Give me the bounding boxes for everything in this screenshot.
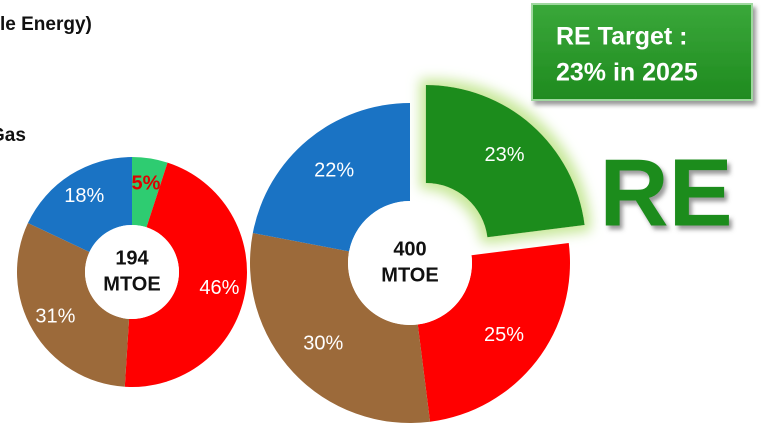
segment-label: 23% xyxy=(485,144,525,166)
segment-label: 31% xyxy=(35,306,75,328)
donut-segment xyxy=(16,223,130,387)
segment-label: 25% xyxy=(484,324,524,346)
segment-label: 30% xyxy=(303,333,343,355)
donut-segment xyxy=(132,157,168,228)
donut-segment xyxy=(124,162,248,387)
segment-label: 46% xyxy=(199,277,239,299)
donut-chart: 23% 25% 30% 22% 400 MTOE xyxy=(250,84,585,423)
center-label: 194 xyxy=(115,247,149,269)
segment-label: 22% xyxy=(314,160,354,182)
donut-chart: 5% 46% 31% 18% 194 MTOE xyxy=(16,157,248,387)
donut-segment xyxy=(250,233,431,423)
charts: 5% 46% 31% 18% 194 MTOE 23% 25% 30% 22% 400 MTOE xyxy=(16,84,585,423)
callout-box xyxy=(531,3,753,101)
segment-label: 18% xyxy=(64,185,104,207)
donut-segment xyxy=(417,242,570,422)
donut-segment xyxy=(252,103,410,252)
callout-line: RE Target : xyxy=(556,23,688,51)
legend-fragment: Gas xyxy=(0,125,26,146)
donut-hole xyxy=(85,225,179,319)
segment-label: 5% xyxy=(131,172,160,194)
center-label: 400 xyxy=(393,238,426,260)
donut-segment xyxy=(425,84,585,238)
re-badge: RE xyxy=(599,139,732,246)
center-label: MTOE xyxy=(381,264,438,286)
callout-line: 23% in 2025 xyxy=(556,59,698,87)
center-label: MTOE xyxy=(103,273,160,295)
heading-fragment: le Energy) xyxy=(0,14,92,35)
donut-segment xyxy=(27,157,133,252)
donut-hole xyxy=(348,201,472,325)
